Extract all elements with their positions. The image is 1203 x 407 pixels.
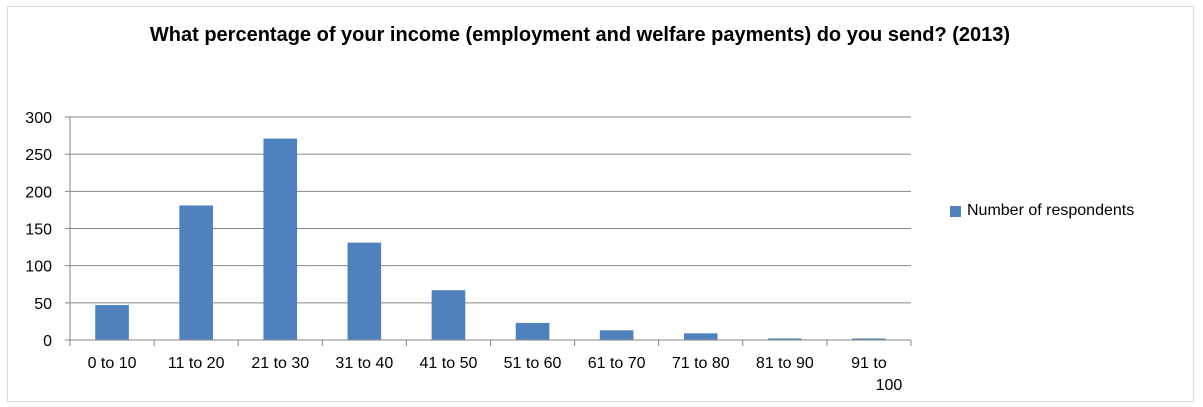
bar — [515, 322, 550, 340]
legend-swatch — [950, 205, 961, 217]
bars — [95, 138, 886, 340]
x-tick-label: 21 to 30 — [251, 355, 309, 372]
bar — [768, 338, 802, 340]
x-tick-label: 31 to 40 — [335, 355, 393, 372]
bar — [347, 242, 382, 340]
axes — [65, 116, 912, 346]
bar — [95, 305, 129, 340]
chart-title: What percentage of your income (employme… — [149, 24, 1011, 46]
x-tick-label: 41 to 50 — [420, 355, 478, 372]
bar — [852, 338, 886, 340]
y-tick-label: 50 — [34, 296, 52, 313]
bar — [683, 333, 718, 340]
x-tick-labels: 0 to 10 11 to 20 21 to 30 31 to 40 41 to 50 5… — [88, 355, 903, 394]
y-tick-label: 150 — [25, 222, 52, 239]
x-tick-label: 61 to 70 — [588, 355, 646, 372]
y-tick-label: 0 — [43, 333, 52, 350]
bar — [179, 205, 213, 340]
bar — [431, 290, 466, 340]
y-tick-label: 300 — [25, 110, 52, 127]
legend: Number of respondents — [950, 202, 1134, 220]
bar — [263, 138, 298, 340]
x-tick-label: 11 to 20 — [168, 355, 225, 372]
y-tick-label: 200 — [25, 184, 52, 201]
x-tick-label: 81 to 90 — [756, 355, 814, 372]
legend-label: Number of respondents — [967, 202, 1135, 219]
y-tick-label: 100 — [25, 259, 52, 276]
x-tick-label: 51 to 60 — [504, 355, 562, 372]
bar — [599, 330, 634, 340]
y-tick-labels: 0 50 100 150 200 250 300 — [25, 110, 52, 350]
x-tick-label: 71 to 80 — [672, 355, 730, 372]
y-tick-label: 250 — [25, 147, 52, 164]
x-tick-label: 91 to 100 — [851, 355, 902, 394]
x-tick-label: 0 to 10 — [88, 355, 137, 372]
